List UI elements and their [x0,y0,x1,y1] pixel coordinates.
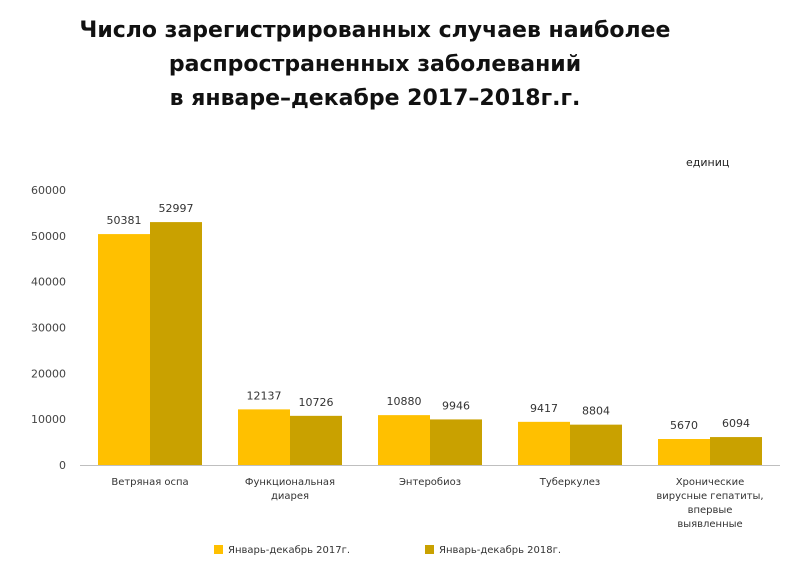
category-label: Ветряная оспа [111,477,188,488]
bar [570,424,622,465]
data-label: 10726 [299,396,334,409]
bar [518,421,570,465]
category-label: выявленные [677,519,742,530]
bar [658,439,710,465]
legend-swatch [214,545,223,554]
bar [238,409,290,465]
data-label: 9946 [442,399,470,412]
y-tick-label: 50000 [31,230,66,243]
chart-title: Число зарегистрированных случаев наиболе… [0,14,750,116]
category-label: Хронические [676,477,745,488]
legend-label: Январь-декабрь 2017г. [228,545,350,556]
chart-title-line-3: в январе–декабре 2017–2018г.г. [169,86,581,111]
bar [710,437,762,465]
bar [98,234,150,465]
category-label: Туберкулез [539,477,601,488]
data-label: 9417 [530,402,558,415]
bar [430,419,482,465]
data-label: 6094 [722,417,750,430]
category-label: впервые [688,505,733,516]
y-tick-label: 20000 [31,367,66,380]
bar [290,415,342,465]
category-label: вирусные гепатиты, [656,491,763,502]
unit-label: единиц [686,156,730,169]
data-label: 5670 [670,419,698,432]
data-label: 12137 [247,389,282,402]
data-label: 8804 [582,405,610,418]
chart-title-line-1: Число зарегистрированных случаев наиболе… [79,18,671,43]
y-tick-label: 0 [59,459,66,472]
data-label: 52997 [159,202,194,215]
y-tick-label: 40000 [31,276,66,289]
bar [378,415,430,465]
legend-swatch [425,545,434,554]
data-label: 50381 [107,214,142,227]
category-label: диарея [271,491,309,502]
chart-title-line-2: распространенных заболеваний [168,52,582,77]
category-label: Функциональная [245,477,335,488]
data-label: 10880 [387,395,422,408]
y-tick-label: 60000 [31,184,66,197]
y-tick-label: 30000 [31,322,66,335]
y-tick-label: 10000 [31,413,66,426]
bar [150,222,202,465]
category-label: Энтеробиоз [399,477,461,488]
legend-label: Январь-декабрь 2018г. [439,545,561,556]
